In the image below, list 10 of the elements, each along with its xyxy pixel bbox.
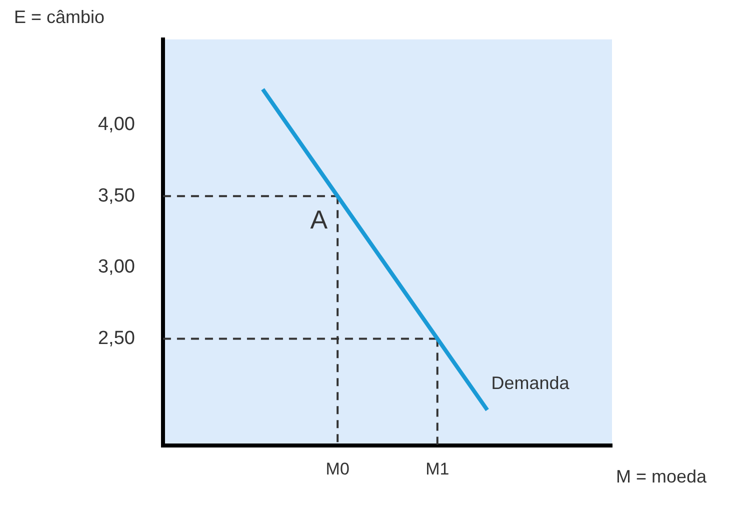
annotation: A — [310, 204, 328, 234]
x-tick-label: M1 — [426, 459, 450, 478]
y-axis-title: E = câmbio — [14, 6, 105, 27]
y-tick-label: 2,50 — [98, 328, 135, 349]
y-tick-label: 4,00 — [98, 114, 135, 136]
x-axis-title: M = moeda — [616, 466, 708, 487]
y-tick-label: 3,00 — [98, 256, 135, 278]
series-label: Demanda — [491, 372, 570, 393]
x-tick-label: M0 — [326, 459, 350, 478]
y-tick-label: 3,50 — [98, 185, 135, 206]
